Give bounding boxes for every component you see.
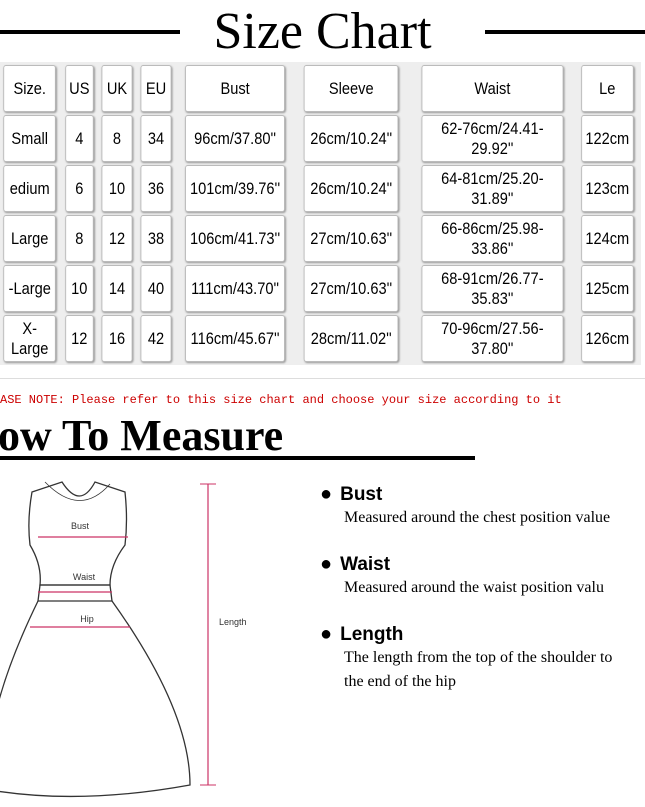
table-row: -Large 10 14 40 111cm/43.70'' 27cm/10.63'' 68-… <box>0 265 638 312</box>
item-text: Measured around the waist position valu <box>344 579 604 596</box>
cell: 106cm/41.73'' <box>185 215 286 262</box>
figure-label: Waist <box>73 572 96 582</box>
rule <box>0 30 180 34</box>
cell: 38 <box>140 215 172 262</box>
bullet: ● <box>320 623 333 645</box>
cell: X-Large <box>3 315 57 362</box>
measure-item: ● Length The length from the top of the sh… <box>320 623 645 694</box>
cell: 122cm <box>581 115 634 162</box>
header-cell: EU <box>140 65 172 112</box>
item-label: ● Waist <box>320 553 645 576</box>
cell: -Large <box>3 265 57 312</box>
cell: 62-76cm/24.41-29.92'' <box>421 115 563 162</box>
cell: 6 <box>65 165 94 212</box>
cell: 8 <box>101 115 133 162</box>
measure-item: ● Waist Measured around the waist position… <box>320 553 645 600</box>
cell: 125cm <box>581 265 634 312</box>
item-text: The length from the top of the shoulder … <box>344 649 613 666</box>
rule <box>0 456 475 460</box>
cell: 12 <box>101 215 133 262</box>
cell: 27cm/10.63'' <box>303 265 399 312</box>
cell: edium <box>3 165 57 212</box>
figure-label: Bust <box>71 521 90 531</box>
cell: 70-96cm/27.56-37.80'' <box>421 315 563 362</box>
divider <box>0 378 645 379</box>
cell: 68-91cm/26.77-35.83'' <box>421 265 563 312</box>
note: ASE NOTE: Please refer to this size char… <box>0 393 562 407</box>
table-row: Small 4 8 34 96cm/37.80'' 26cm/10.24'' 62-76cm… <box>0 115 638 162</box>
cell: 66-86cm/25.98-33.86'' <box>421 215 563 262</box>
cell: 10 <box>101 165 133 212</box>
dress-figure: Bust Waist Hip Length <box>0 481 247 798</box>
bullet: ● <box>320 553 333 575</box>
cell: 36 <box>140 165 172 212</box>
item-label: ● Bust <box>320 483 645 506</box>
figure-label: Length <box>219 617 247 627</box>
cell: 64-81cm/25.20-31.89'' <box>421 165 563 212</box>
cell: 12 <box>65 315 94 362</box>
cell: 28cm/11.02'' <box>303 315 399 362</box>
cell: 10 <box>65 265 94 312</box>
cell: 8 <box>65 215 94 262</box>
item-label-text: Waist <box>340 554 391 575</box>
item-text: Measured around the chest position value <box>344 509 611 526</box>
cell: 126cm <box>581 315 634 362</box>
figure-label: Hip <box>80 614 94 624</box>
cell: 123cm <box>581 165 634 212</box>
cell: 101cm/39.76'' <box>185 165 286 212</box>
table-row: edium 6 10 36 101cm/39.76'' 26cm/10.24'' 64-81… <box>0 165 638 212</box>
cell: 42 <box>140 315 172 362</box>
header-cell: Waist <box>421 65 563 112</box>
cell: 26cm/10.24'' <box>303 115 399 162</box>
cell: 40 <box>140 265 172 312</box>
cell: 111cm/43.70'' <box>185 265 286 312</box>
item-label-text: Length <box>340 624 404 645</box>
table-row: Large 8 12 38 106cm/41.73'' 27cm/10.63'' 66-86… <box>0 215 638 262</box>
item-label-text: Bust <box>340 484 383 505</box>
rule <box>485 30 645 34</box>
cell: 124cm <box>581 215 634 262</box>
cell: 16 <box>101 315 133 362</box>
cell: 96cm/37.80'' <box>185 115 286 162</box>
cell: 27cm/10.63'' <box>303 215 399 262</box>
cell: Large <box>3 215 57 262</box>
title: Size Chart <box>213 3 432 60</box>
header-cell: Size. <box>3 65 57 112</box>
item-text: the end of the hip <box>344 673 456 690</box>
table-row: X-Large 12 16 42 116cm/45.67'' 28cm/11.02'' 70… <box>0 315 638 362</box>
header-cell: UK <box>101 65 133 112</box>
header-cell: Le <box>581 65 634 112</box>
cell: 116cm/45.67'' <box>185 315 286 362</box>
cell: 4 <box>65 115 94 162</box>
cell: Small <box>3 115 57 162</box>
header-cell: US <box>65 65 94 112</box>
item-label: ● Length <box>320 623 645 646</box>
table-row: Size. US UK EU Bust Sleeve Waist Le <box>0 65 638 112</box>
bullet: ● <box>320 483 333 505</box>
measure-item: ● Bust Measured around the chest position … <box>320 483 645 530</box>
cell: 14 <box>101 265 133 312</box>
header-cell: Bust <box>185 65 286 112</box>
cell: 26cm/10.24'' <box>303 165 399 212</box>
measure-title: ow To Measure <box>0 411 284 460</box>
cell: 34 <box>140 115 172 162</box>
size-table: Size. US UK EU Bust Sleeve Waist Le Small 4 8 34 96c… <box>0 62 641 365</box>
header-cell: Sleeve <box>303 65 399 112</box>
